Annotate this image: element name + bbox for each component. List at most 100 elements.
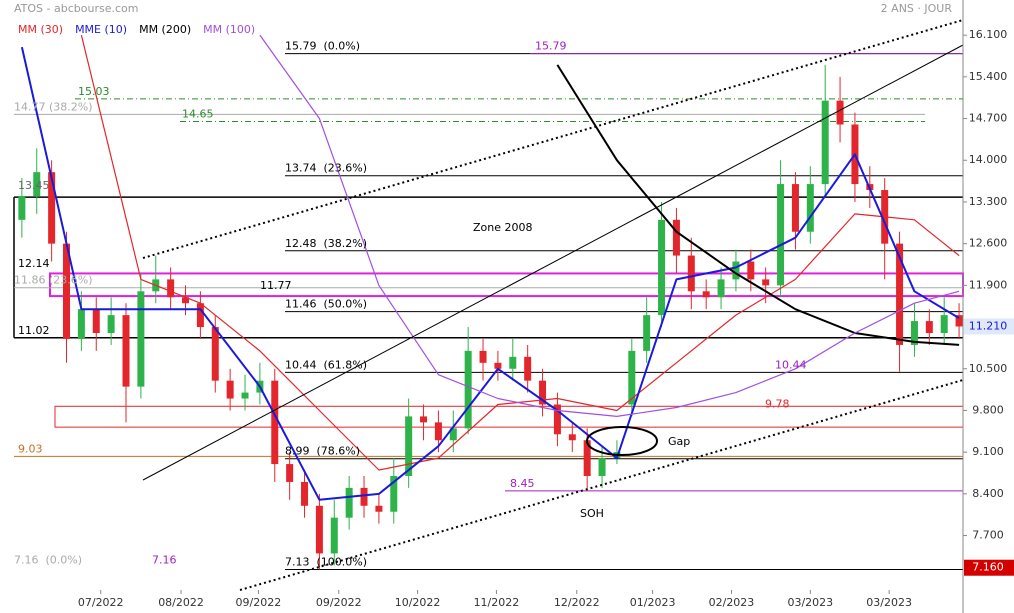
candle-body xyxy=(18,195,26,220)
y-tick-label: 10.500 xyxy=(969,362,1008,375)
x-tick-label: 12/2022 xyxy=(554,596,600,609)
candle-body xyxy=(330,517,338,554)
price-tag-box xyxy=(964,559,1014,576)
candle-body xyxy=(167,279,175,298)
candle-body xyxy=(732,261,740,280)
level-label: 14.77 (38.2%) xyxy=(14,100,93,113)
candle-body xyxy=(524,356,532,381)
level-label: 8.99 (78.6%) xyxy=(285,445,360,458)
candle-body xyxy=(211,327,219,381)
candle-body xyxy=(553,404,561,435)
candle-body xyxy=(479,350,487,363)
candle-body xyxy=(583,440,591,476)
legend-entry: MM (30) xyxy=(18,23,63,36)
candle-body xyxy=(509,356,517,369)
level-label: 8.45 xyxy=(510,477,535,490)
candle-body xyxy=(92,309,100,334)
candle-body xyxy=(434,422,442,441)
candle-body xyxy=(598,458,606,476)
legend-entry: MME (10) xyxy=(75,23,127,36)
level-label: 11.86 (23.6%) xyxy=(14,274,93,287)
y-tick-label: 14.000 xyxy=(969,153,1008,166)
legend-entry: MM (200) xyxy=(139,23,191,36)
candle-body xyxy=(48,172,56,244)
candle-body xyxy=(896,243,904,345)
chart-subtitle: 2 ANS · JOUR xyxy=(881,2,953,15)
x-tick-label: 02/2023 xyxy=(709,596,755,609)
y-tick-label: 15.400 xyxy=(969,70,1008,83)
candle-body xyxy=(836,100,844,125)
ma-line xyxy=(259,34,960,417)
price-tag: 7.160 xyxy=(972,561,1004,574)
candle-body xyxy=(345,487,353,518)
y-tick-label: 7.700 xyxy=(972,529,1004,542)
candle-body xyxy=(390,475,398,512)
level-label: 12.48 (38.2%) xyxy=(285,237,367,250)
candle-body xyxy=(806,184,814,232)
level-label: 13.74 (23.6%) xyxy=(285,162,367,175)
candle-body xyxy=(821,100,829,185)
candle-body xyxy=(226,380,234,399)
candle-body xyxy=(182,297,190,304)
candle-body xyxy=(955,315,963,327)
level-label: 7.13 (100.0%) xyxy=(285,556,367,569)
annotation: Gap xyxy=(668,435,690,448)
candle-body xyxy=(241,392,249,399)
candle-body xyxy=(137,291,145,387)
annotation: SOH xyxy=(580,507,604,520)
level-label: 7.16 xyxy=(152,554,177,567)
ma-line xyxy=(556,64,960,346)
x-tick-label: 01/2023 xyxy=(630,596,676,609)
x-tick-label: 10/2022 xyxy=(395,596,441,609)
candle-body xyxy=(702,291,710,298)
candle-body xyxy=(747,261,755,280)
candle-body xyxy=(568,434,576,441)
candle-body xyxy=(122,315,130,387)
candle-body xyxy=(107,315,115,334)
candle-body xyxy=(628,350,636,405)
level-label: 14.65 xyxy=(182,108,214,121)
candle-body xyxy=(791,184,799,232)
candle-body xyxy=(33,172,41,196)
level-label: 10.44 (61.8%) xyxy=(285,358,367,371)
level-label: 13.45 xyxy=(18,179,50,192)
candle-body xyxy=(539,380,547,405)
y-tick-label: 16.100 xyxy=(969,28,1008,41)
candle-body xyxy=(925,321,933,334)
level-label: 11.02 xyxy=(18,324,50,337)
x-tick-label: 09/2022 xyxy=(236,596,282,609)
level-label: 10.44 xyxy=(775,358,807,371)
chart-title: ATOS - abcbourse.com xyxy=(14,2,138,15)
candle-body xyxy=(940,315,948,334)
candle-body xyxy=(286,464,294,482)
level-label: 9.78 xyxy=(765,398,790,411)
candle-body xyxy=(910,321,918,345)
y-tick-label: 14.700 xyxy=(969,112,1008,125)
gap-ellipse xyxy=(586,426,658,456)
ma-line xyxy=(20,46,960,501)
candle-body xyxy=(658,219,666,316)
candle-body xyxy=(687,255,695,292)
x-tick-label: 03/2023 xyxy=(866,596,912,609)
x-tick-label: 03/2023 xyxy=(787,596,833,609)
candle-body xyxy=(762,279,770,286)
level-label: 15.79 xyxy=(535,40,567,53)
candle-body xyxy=(672,219,680,256)
level-label: 7.16 (0.0%) xyxy=(14,554,82,567)
ma-line xyxy=(80,34,960,471)
x-tick-label: 07/2022 xyxy=(78,596,124,609)
level-label: 15.03 xyxy=(78,85,110,98)
candle-body xyxy=(63,243,71,339)
level-label: 9.03 xyxy=(18,442,43,455)
level-label: 11.77 xyxy=(260,279,292,292)
trend-line-middle xyxy=(142,44,964,481)
level-label: 12.14 xyxy=(18,257,50,270)
candle-body xyxy=(420,416,428,423)
y-tick-label: 9.100 xyxy=(972,445,1004,458)
y-tick-label: 12.600 xyxy=(969,237,1008,250)
candle-body xyxy=(196,303,204,328)
x-tick-label: 08/2022 xyxy=(158,596,204,609)
y-tick-label: 8.400 xyxy=(972,487,1004,500)
